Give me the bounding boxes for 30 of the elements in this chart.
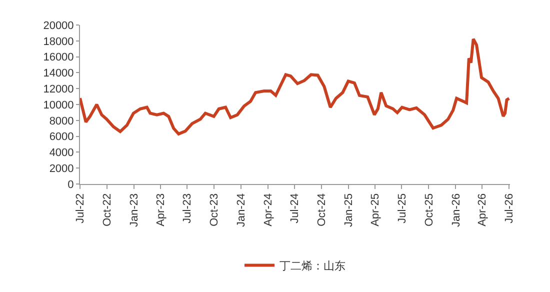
legend-label: 丁二烯：山东 [280,260,346,273]
x-tick-label: Oct-23 [208,193,221,226]
x-tick-label: Jan-23 [128,193,141,228]
x-tick-label: Jul-23 [182,193,194,224]
line-series [80,37,510,136]
x-tick-label: Apr-26 [476,193,489,226]
x-tick-label: Apr-25 [370,193,382,226]
y-tick-label: 12000 [43,83,74,96]
x-tick-label: Jan-26 [450,193,462,228]
y-tick-label: 18000 [43,36,74,48]
y-tick-label: 4000 [49,147,74,160]
y-tick-label: 6000 [49,131,74,144]
x-tick-label: Oct-22 [102,193,114,226]
x-tick-label: Jul-24 [289,193,302,224]
y-tick-label: 0 [68,178,74,191]
x-tick-label: Jan-25 [343,193,356,228]
y-tick-label: 14000 [43,68,74,80]
x-tick-label: Oct-25 [423,193,436,226]
y-tick-label: 20000 [43,20,74,32]
y-tick-label: 2000 [49,162,74,175]
x-tick-label: Jul-26 [503,193,516,224]
x-tick-label: Jan-24 [236,193,248,228]
x-tick-label: Jul-25 [396,193,408,224]
x-tick-label: Apr-24 [262,193,274,226]
x-tick-label: Oct-24 [316,193,328,226]
y-tick-label: 16000 [43,52,74,64]
y-tick-label: 10000 [43,99,74,112]
x-tick-label: Apr-23 [154,193,167,226]
x-tick-label: Jul-22 [74,193,87,224]
y-tick-label: 8000 [49,115,74,128]
